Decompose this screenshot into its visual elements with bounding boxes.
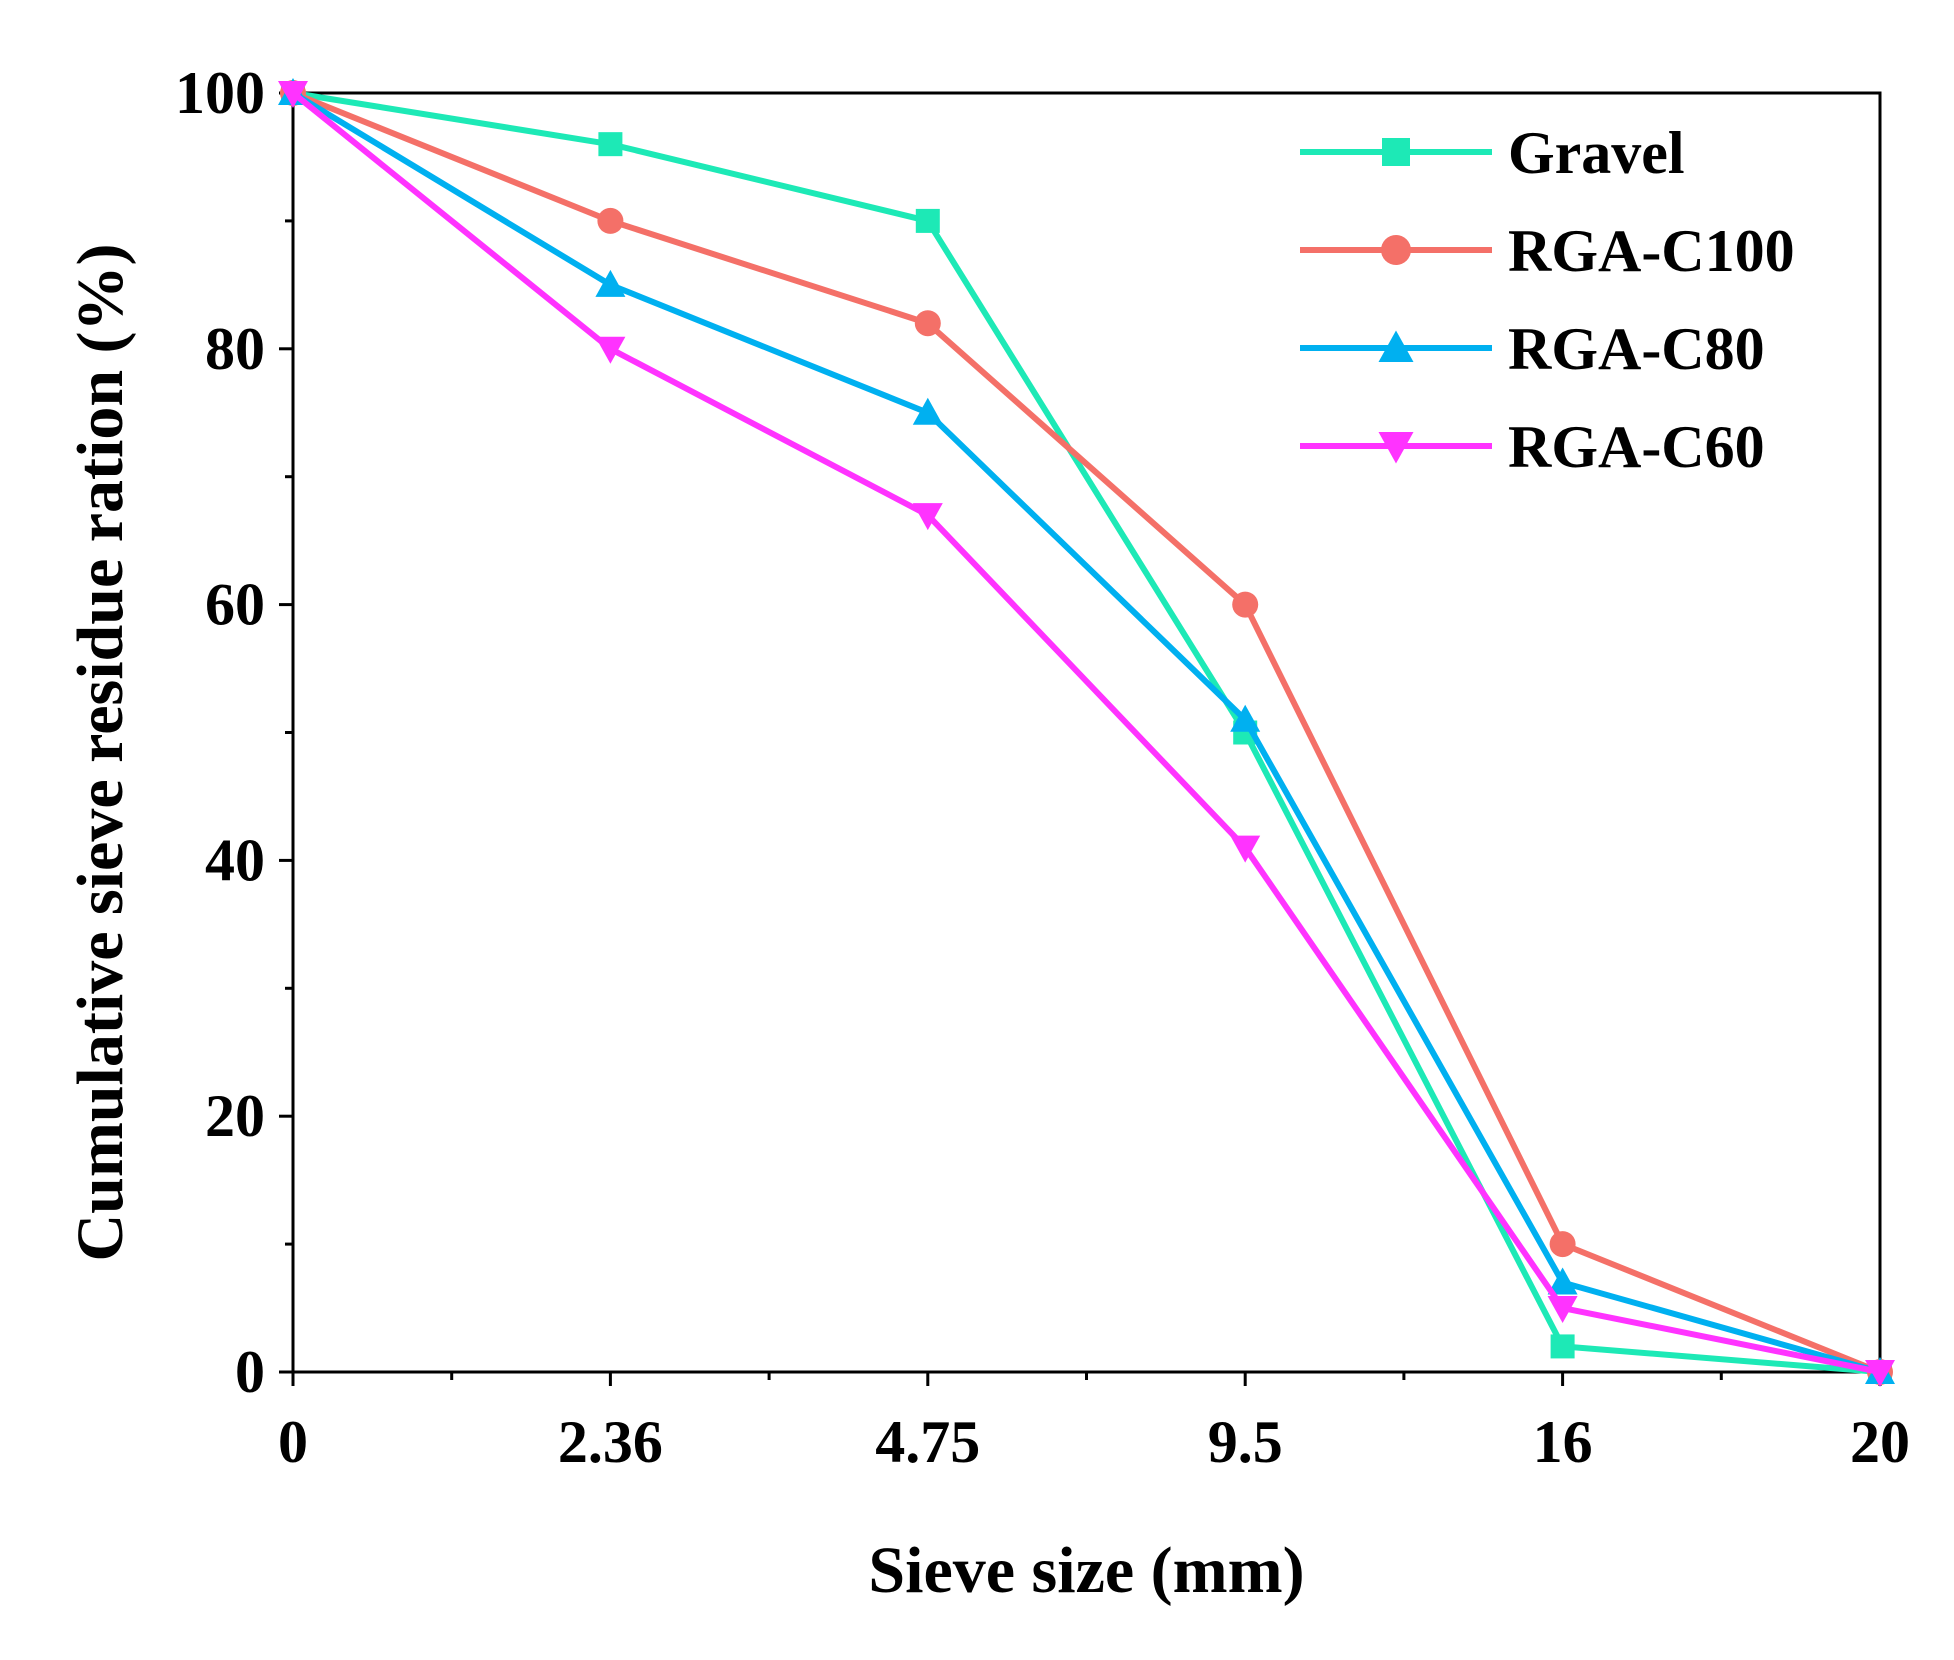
data-point-rga-c60-0 (278, 81, 308, 108)
x-tick-label-9-5: 9.5 (1208, 1409, 1283, 1475)
y-tick-label-60: 60 (205, 572, 265, 638)
series-line-rga-c100 (291, 90, 1882, 1375)
legend-label-rga-c60: RGA-C60 (1508, 414, 1765, 480)
data-point-rga-c100-3 (1232, 591, 1259, 618)
series-layer (278, 78, 1895, 1387)
data-point-rga-c60-4 (1547, 1296, 1578, 1324)
legend-label-gravel: Gravel (1508, 120, 1685, 186)
y-tick-label-40: 40 (205, 827, 265, 893)
y-tick-label-80: 80 (205, 316, 265, 382)
x-tick-label-0: 0 (278, 1409, 308, 1475)
y-tick-label-0: 0 (235, 1339, 265, 1405)
legend-item-gravel: Gravel (1300, 120, 1685, 186)
x-tick-label-4-75: 4.75 (875, 1409, 980, 1475)
data-point-rga-c60-1 (595, 336, 626, 364)
data-point-rga-c80-2 (912, 397, 943, 425)
legend-marker-rga-c80 (1378, 330, 1414, 362)
series-line-gravel (292, 90, 1881, 1375)
legend-label-rga-c80: RGA-C80 (1508, 316, 1765, 382)
legend-item-rga-c100: RGA-C100 (1300, 218, 1795, 284)
legend-marker-rga-c60 (1378, 432, 1414, 464)
series-line-rga-c60 (291, 90, 1881, 1375)
x-tick-label-2-36: 2.36 (558, 1409, 663, 1475)
y-tick-label-100: 100 (175, 60, 265, 126)
data-point-rga-c60-3 (1230, 835, 1261, 863)
data-point-rga-c60-5 (1865, 1360, 1895, 1387)
y-axis-title: Cumulative sieve residue ration (%) (64, 243, 137, 1261)
series-rga-c60 (278, 81, 1895, 1387)
data-point-rga-c60-2 (912, 503, 943, 531)
series-line-rga-c80 (291, 90, 1881, 1375)
data-point-rga-c80-1 (595, 269, 626, 297)
legend-marker-rga-c100 (1381, 235, 1411, 265)
legend: Gravel RGA-C100 RGA-C80 RGA-C60 (1300, 120, 1795, 480)
axes: 0 2.36 4.75 9.5 16 20 0 20 40 60 80 100 (175, 60, 1910, 1475)
legend-item-rga-c60: RGA-C60 (1300, 414, 1765, 480)
data-point-gravel-4 (1550, 1334, 1575, 1359)
legend-marker-gravel (1382, 138, 1410, 166)
data-point-gravel-1 (598, 132, 623, 157)
data-point-rga-c100-1 (597, 207, 624, 234)
x-tick-label-16: 16 (1533, 1409, 1593, 1475)
legend-label-rga-c100: RGA-C100 (1508, 218, 1795, 284)
data-point-rga-c100-4 (1549, 1231, 1576, 1258)
x-axis-title: Sieve size (mm) (868, 1534, 1304, 1607)
data-point-rga-c80-4 (1547, 1267, 1578, 1295)
x-tick-label-20: 20 (1850, 1409, 1910, 1475)
y-tick-label-20: 20 (205, 1083, 265, 1149)
data-point-rga-c80-3 (1230, 704, 1261, 732)
data-point-gravel-2 (915, 208, 940, 233)
legend-item-rga-c80: RGA-C80 (1300, 316, 1765, 382)
data-point-rga-c100-2 (914, 310, 941, 337)
